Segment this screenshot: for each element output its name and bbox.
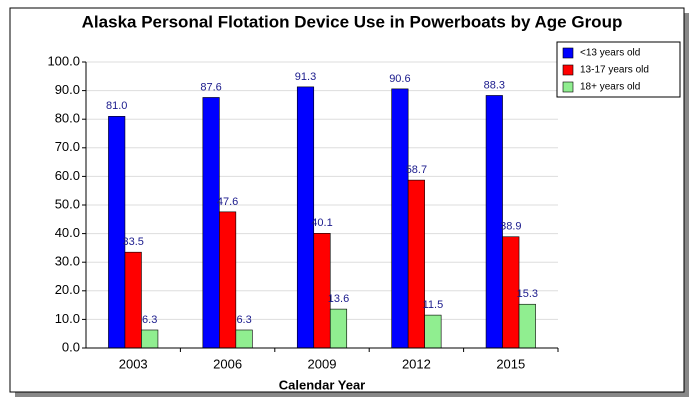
legend-label: 18+ years old [580, 82, 640, 93]
value-label: 15.3 [517, 288, 538, 300]
legend-box [556, 41, 681, 98]
value-label: 91.3 [295, 71, 316, 83]
x-tick-label: 2003 [119, 356, 148, 371]
y-tick-label: 60.0 [55, 168, 80, 183]
value-label: 13.6 [328, 293, 349, 305]
legend-label: 13-17 years old [580, 65, 649, 76]
x-axis-label: Calendar Year [279, 377, 365, 392]
bar [108, 116, 126, 349]
bar [124, 251, 142, 349]
y-tick-label: 30.0 [55, 254, 80, 269]
value-label: 81.0 [106, 100, 127, 112]
bar [202, 97, 220, 349]
y-tick-label: 40.0 [55, 225, 80, 240]
x-tick-label: 2009 [308, 356, 337, 371]
bar [219, 211, 237, 349]
value-label: 33.5 [122, 236, 143, 248]
value-label: 6.3 [236, 314, 251, 326]
bar [518, 303, 536, 349]
bar [424, 314, 442, 349]
y-tick-label: 10.0 [55, 311, 80, 326]
value-label: 38.9 [500, 221, 521, 233]
legend-swatch [562, 47, 574, 59]
x-tick-label: 2015 [496, 356, 525, 371]
bar [141, 329, 159, 349]
x-tick-label: 2012 [402, 356, 431, 371]
bar [313, 233, 331, 349]
legend-swatch [562, 64, 574, 76]
value-label: 11.5 [423, 299, 444, 311]
y-tick-label: 100.0 [47, 53, 80, 68]
x-tick-label: 2006 [213, 356, 242, 371]
y-tick-label: 80.0 [55, 111, 80, 126]
chart-title: Alaska Personal Flotation Device Use in … [82, 12, 623, 31]
bar [407, 179, 425, 349]
value-label: 87.6 [200, 81, 221, 93]
value-label: 90.6 [389, 73, 410, 85]
y-tick-label: 0.0 [62, 339, 80, 354]
value-label: 88.3 [484, 79, 505, 91]
y-tick-label: 50.0 [55, 196, 80, 211]
y-tick-label: 90.0 [55, 82, 80, 97]
value-label: 6.3 [142, 314, 157, 326]
value-label: 58.7 [406, 164, 427, 176]
bar [235, 329, 253, 349]
y-tick-label: 20.0 [55, 282, 80, 297]
y-tick-label: 70.0 [55, 139, 80, 154]
bar [329, 308, 348, 349]
value-label: 47.6 [217, 196, 238, 208]
bar [391, 88, 409, 349]
legend-swatch [562, 81, 574, 93]
legend-label: <13 years old [580, 48, 640, 59]
value-label: 40.1 [311, 217, 332, 229]
